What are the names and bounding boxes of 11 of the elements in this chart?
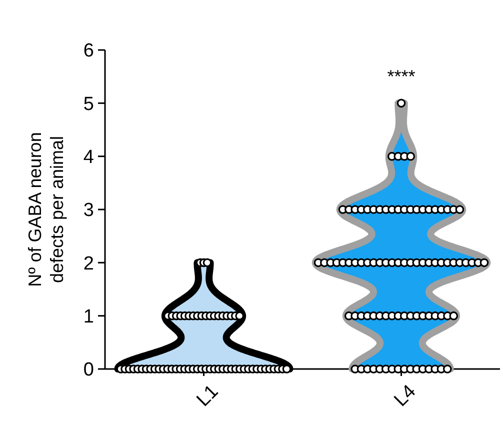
y-axis-title: Nº of GABA neuron defects per animal bbox=[25, 132, 67, 287]
y-tick-label: 0 bbox=[83, 360, 94, 381]
y-tick-label: 6 bbox=[83, 40, 94, 62]
annotation: **** bbox=[387, 66, 416, 86]
y-tick-label: 1 bbox=[83, 306, 94, 328]
y-tick-label: 2 bbox=[83, 253, 94, 274]
y-tick-label: 4 bbox=[83, 146, 94, 168]
x-tick-label: L1 bbox=[192, 381, 223, 411]
x-tick-label: L4 bbox=[390, 380, 420, 411]
y-tick-label: 3 bbox=[83, 200, 94, 222]
y-tick-label: 5 bbox=[83, 94, 94, 115]
